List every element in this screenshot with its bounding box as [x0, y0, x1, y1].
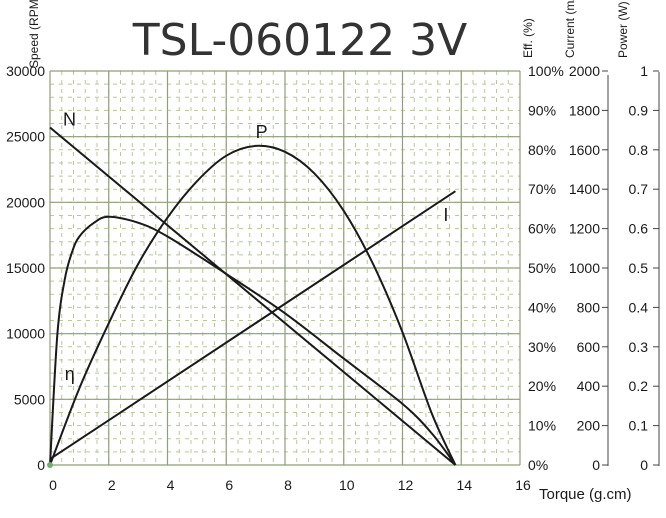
current-tick-label: 1200: [569, 221, 600, 237]
x-tick-label: 2: [108, 477, 116, 493]
current-tick-label: 1000: [569, 260, 600, 276]
x-tick-label: 4: [167, 477, 175, 493]
series-n-curve: [49, 126, 457, 466]
speed-tick-label: 0: [37, 457, 45, 473]
eff-tick-label: 20%: [528, 378, 556, 394]
power-tick-label: 0.4: [629, 299, 649, 315]
current-tick-label: 1600: [569, 142, 600, 158]
power-axis-label: Power (W): [616, 1, 630, 58]
eff-tick-label: 60%: [528, 221, 556, 237]
axis-labels: Speed (RPM) Eff. (%) Current (mA) Power …: [27, 0, 632, 503]
current-axis-label: Current (mA): [563, 0, 577, 58]
x-tick-label: 12: [398, 477, 414, 493]
series-i-curve: [49, 190, 456, 460]
x-tick-label: 16: [515, 477, 531, 493]
eff-tick-label: 0%: [528, 457, 548, 473]
x-tick-label: 0: [49, 477, 57, 493]
curve-label-eff: η: [65, 364, 75, 384]
speed-tick-label: 15000: [6, 260, 45, 276]
plot-grid: [49, 70, 521, 466]
speed-tick-label: 20000: [6, 194, 45, 210]
eff-tick-label: 80%: [528, 142, 556, 158]
origin-dot: [47, 462, 53, 468]
current-tick-label: 1400: [569, 181, 600, 197]
x-axis-label: Torque (g.cm): [539, 486, 632, 503]
eff-tick-label: 40%: [528, 299, 556, 315]
current-tick-label: 0: [592, 457, 600, 473]
current-tick-label: 400: [577, 378, 601, 394]
curve-labels: N P Iη: [63, 109, 448, 383]
power-tick-label: 0.8: [629, 142, 649, 158]
eff-tick-label: 90%: [528, 102, 556, 118]
curve-label-i: I: [443, 205, 448, 225]
current-tick-label: 800: [577, 299, 601, 315]
power-tick-label: 0.5: [629, 260, 649, 276]
power-tick-label: 1: [640, 63, 648, 79]
power-tick-label: 0.9: [629, 102, 649, 118]
power-tick-label: 0.1: [629, 418, 649, 434]
eff-tick-label: 10%: [528, 418, 556, 434]
curves: [47, 126, 457, 468]
x-tick-label: 10: [339, 477, 355, 493]
speed-axis-label: Speed (RPM): [27, 0, 41, 68]
x-tick-label: 14: [456, 477, 472, 493]
chart-title: TSL-060122 3V: [132, 15, 467, 66]
curve-label-p: P: [256, 122, 268, 142]
current-tick-label: 200: [577, 418, 601, 434]
speed-tick-label: 10000: [6, 326, 45, 342]
series-p-curve: [49, 144, 457, 466]
eff-tick-label: 70%: [528, 181, 556, 197]
power-tick-label: 0.3: [629, 339, 649, 355]
speed-tick-label: 5000: [14, 391, 45, 407]
power-tick-label: 0.2: [629, 378, 649, 394]
eff-tick-label: 50%: [528, 260, 556, 276]
power-tick-label: 0.7: [629, 181, 649, 197]
current-tick-label: 600: [577, 339, 601, 355]
eff-tick-label: 100%: [528, 63, 564, 79]
series-eff-curve: [49, 215, 457, 466]
speed-tick-label: 25000: [6, 129, 45, 145]
power-tick-label: 0.6: [629, 221, 649, 237]
power-tick-label: 0: [640, 457, 648, 473]
x-tick-label: 6: [225, 477, 233, 493]
current-tick-label: 1800: [569, 102, 600, 118]
curve-label-n: N: [63, 109, 76, 129]
eff-axis-label: Eff. (%): [521, 18, 535, 58]
current-tick-label: 2000: [569, 63, 600, 79]
speed-tick-label: 30000: [6, 63, 45, 79]
x-tick-label: 8: [284, 477, 292, 493]
eff-tick-label: 30%: [528, 339, 556, 355]
axis-ticks: 0 2 4 6 8 10 12 14 16050001000015000200002500030…: [6, 63, 660, 493]
